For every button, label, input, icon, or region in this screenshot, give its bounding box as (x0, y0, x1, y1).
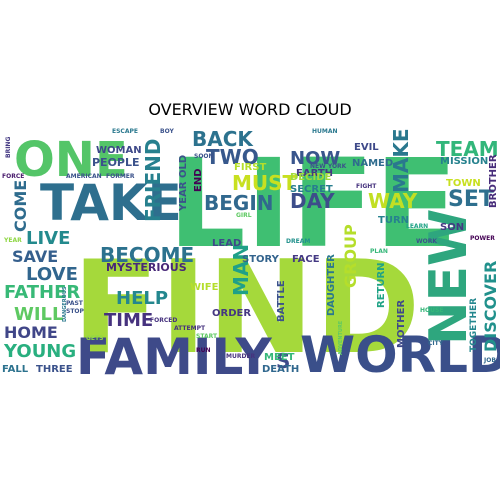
word-make: MAKE (389, 128, 413, 193)
word-home: HOME (4, 323, 58, 342)
word-first: FIRST (234, 162, 266, 173)
word-force: FORCE (2, 173, 24, 180)
word-run: RUN (196, 347, 211, 354)
word-former: FORMER (106, 173, 135, 180)
word-human: HUMAN (312, 128, 338, 135)
word-start: START (196, 333, 218, 340)
word-become: BECOME (100, 243, 194, 267)
word-past: PAST (66, 300, 84, 307)
word-new-york: NEW YORK (310, 163, 347, 170)
word-escape: ESCAPE (112, 128, 138, 135)
word-together: TOGETHER (469, 298, 479, 352)
word-story: STORY (242, 254, 280, 265)
word-learn: LEARN (406, 223, 428, 230)
word-boy: BOY (160, 128, 174, 135)
word-dream: DREAM (286, 238, 310, 245)
word-power: POWER (470, 235, 495, 242)
word-love: LOVE (26, 264, 78, 285)
word-come: COME (11, 180, 30, 232)
word-s: S (276, 349, 290, 373)
word-life: LIFE (168, 133, 458, 275)
word-two: TWO (206, 145, 259, 169)
word-battle: BATTLE (276, 280, 287, 322)
word-mother: MOTHER (396, 300, 407, 348)
word-evil: EVIL (354, 142, 379, 153)
word-time: TIME (104, 310, 153, 331)
word-fight: FIGHT (356, 183, 377, 190)
word-help: HELP (116, 288, 168, 309)
word-soon: SOON (194, 153, 214, 160)
word-plan: PLAN (370, 248, 388, 255)
word-mysterious: MYSTERIOUS (106, 261, 187, 274)
word-adventure: ADVENTURE (338, 320, 344, 355)
word-dangerous: DANGEROUS (62, 286, 68, 322)
word-wife: WIFE (190, 282, 219, 293)
word-young: YOUNG (3, 341, 76, 362)
word-team: TEAM (436, 137, 499, 161)
word-live: LIVE (26, 228, 70, 249)
word-decide: DECIDE (290, 172, 331, 183)
word-find: FIND (72, 234, 420, 383)
word-save: SAVE (12, 247, 58, 266)
word-attempt: ATTEMPT (174, 325, 206, 332)
word-mission: MISSION (440, 156, 488, 167)
word-woman: WOMAN (96, 145, 142, 156)
word-death: DEATH (262, 364, 299, 375)
word-girl: GIRL (236, 212, 252, 219)
word-one: ONE (14, 132, 128, 188)
word-father: FATHER (4, 282, 80, 303)
word-way: WAY (368, 189, 418, 213)
word-face: FACE (292, 254, 320, 265)
word-group: GROUP (341, 224, 360, 288)
word-earth: EARTH (296, 168, 333, 179)
word-family: FAMILY (76, 328, 273, 386)
word-fall: FALL (2, 364, 29, 375)
word-end: END (193, 168, 204, 192)
word-discover: DISCOVER (481, 261, 500, 352)
word-new: NEW (419, 209, 479, 345)
word-son: SON (440, 222, 464, 233)
word-begin: BEGIN (204, 191, 274, 215)
word-meet: MEET (264, 352, 295, 363)
word-named: NAMED (352, 158, 393, 169)
word-three: THREE (36, 364, 73, 375)
chart-title: OVERVIEW WORD CLOUD (148, 100, 352, 119)
word-forced: FORCED (150, 317, 177, 324)
word-job: JOB (483, 357, 496, 364)
word-city: CITY (428, 340, 444, 347)
word-world: WORLD (300, 326, 500, 384)
word-day: DAY (290, 189, 335, 213)
word-bring: BRING (5, 137, 12, 158)
word-order: ORDER (212, 308, 251, 319)
word-gets: GETS (86, 335, 103, 342)
word-will: WILL (14, 304, 64, 325)
word-stop: STOP (66, 308, 85, 315)
word-daughter: DAUGHTER (326, 254, 337, 316)
word-american: AMERICAN (66, 173, 102, 180)
word-brother: BROTHER (488, 154, 499, 208)
word-man: MAN (229, 244, 253, 296)
word-set: SET (448, 187, 494, 212)
word-work: WORK (416, 238, 437, 245)
word-house: HOUSE (420, 307, 443, 314)
word-return: RETURN (376, 262, 387, 308)
word-must: MUST (232, 171, 297, 195)
word-friend: FRIEND (141, 138, 165, 222)
word-back: BACK (192, 127, 254, 151)
word-murder: MURDER (226, 353, 256, 360)
word-now: NOW (290, 148, 340, 169)
word-turn: TURN (378, 215, 409, 226)
word-year-old: YEAR OLD (178, 155, 189, 212)
word-take: TAKE (40, 174, 182, 232)
word-lead: LEAD (212, 238, 241, 249)
word-people: PEOPLE (92, 156, 140, 169)
word-town: TOWN (446, 178, 481, 189)
word-year: YEAR (3, 237, 22, 244)
word-secret: SECRET (290, 184, 333, 195)
